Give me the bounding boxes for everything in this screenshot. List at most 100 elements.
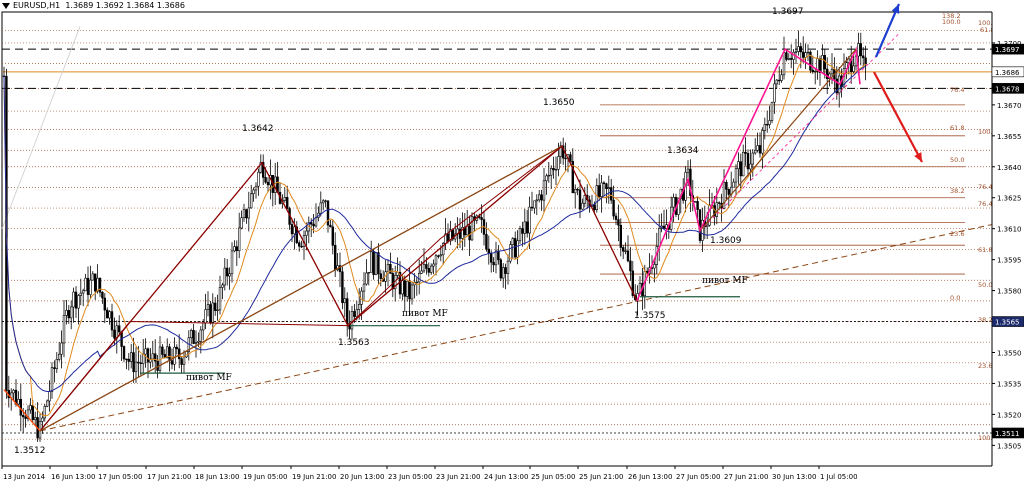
- forecast-up-arrow-head: [891, 4, 900, 14]
- candle-body: [338, 265, 342, 273]
- time-tick-label: 1 Jul 05:00: [820, 473, 858, 481]
- candle-body: [614, 215, 618, 220]
- candle-body: [45, 400, 49, 407]
- candle-body: [297, 242, 301, 247]
- pivot-mf-label: пивот MF: [402, 309, 448, 319]
- candle-body: [110, 311, 114, 331]
- candle-body: [82, 290, 85, 294]
- candle-body: [24, 416, 27, 419]
- candle-body: [494, 250, 498, 266]
- time-tick-label: 27 Jun 05:00: [676, 473, 720, 481]
- time-tick-label: 20 Jun 13:00: [340, 473, 384, 481]
- candle-body: [441, 242, 445, 256]
- candle-body: [168, 346, 171, 361]
- fib-label-long: 23.6: [978, 362, 992, 370]
- candle-body: [33, 417, 37, 421]
- candle-body: [504, 267, 507, 274]
- time-tick-label: 25 Jun 05:00: [531, 473, 575, 481]
- candle-body: [696, 201, 699, 210]
- candle-body: [446, 233, 450, 242]
- swing-label: 1.3642: [242, 124, 274, 134]
- candle-body: [621, 247, 625, 252]
- price-tick-label: 1.3670: [997, 102, 1022, 110]
- candle-body: [362, 283, 366, 292]
- fib-label-long: 38.2: [978, 316, 992, 324]
- candle-body: [609, 187, 613, 201]
- candle-body: [513, 238, 517, 258]
- candle-body: [223, 267, 226, 286]
- candle-body: [756, 145, 759, 151]
- candle-body: [26, 409, 30, 419]
- candle-body: [458, 228, 462, 239]
- candle-body: [134, 361, 138, 373]
- candle-body: [509, 244, 512, 262]
- candle-body: [283, 197, 286, 201]
- candle-body: [578, 189, 582, 210]
- candle-body: [12, 389, 15, 394]
- candle-body: [737, 161, 740, 170]
- price-badge: [991, 83, 1024, 94]
- candle-body: [624, 250, 627, 252]
- candle-body: [321, 200, 325, 204]
- candle-body: [106, 309, 109, 319]
- candle-body: [672, 197, 675, 208]
- candle-body: [708, 204, 711, 226]
- candle-body: [797, 46, 800, 52]
- candle-body: [727, 189, 731, 195]
- candle-body: [763, 124, 767, 131]
- fib-label-mid: 50.0: [950, 156, 964, 164]
- candle-body: [861, 55, 865, 59]
- candle-body: [43, 406, 47, 419]
- candle-body: [405, 280, 409, 297]
- price-axis-bg: [992, 0, 1024, 482]
- candle-body: [242, 209, 246, 219]
- candle-body: [595, 185, 599, 211]
- candle-body: [233, 246, 236, 252]
- candle-body: [305, 230, 308, 236]
- candle-body: [53, 367, 56, 369]
- candle-body: [468, 225, 471, 241]
- candle-body: [333, 244, 337, 271]
- candle-body: [245, 209, 248, 219]
- fib-label-mid: 23.6: [950, 230, 964, 238]
- candle-body: [343, 298, 346, 304]
- candle-body: [62, 315, 66, 344]
- candle-body: [480, 217, 483, 220]
- candle-body: [194, 342, 198, 344]
- time-tick-label: 27 Jun 21:00: [724, 473, 768, 481]
- long-trendline: [39, 224, 993, 432]
- candle-body: [629, 260, 632, 272]
- candle-body: [173, 346, 176, 365]
- candle-body: [811, 69, 815, 73]
- candle-body: [775, 79, 779, 85]
- candle-body: [597, 185, 601, 197]
- candle-body: [847, 58, 851, 63]
- swing-label: 1.3512: [14, 446, 46, 456]
- candle-body: [125, 358, 128, 361]
- chart-header-arrow-icon: [2, 2, 10, 9]
- price-tick-label: 1.3580: [997, 288, 1022, 296]
- candle-body: [290, 224, 294, 235]
- forecast-up-arrow: [874, 3, 901, 58]
- fib-label-short: 61.8: [980, 26, 994, 34]
- candle-body: [857, 43, 860, 57]
- candle-body: [612, 199, 615, 217]
- candle-body: [144, 348, 147, 355]
- candle-body: [521, 228, 524, 234]
- candle-body: [146, 348, 150, 363]
- price-badge: [991, 43, 1024, 55]
- candle-body: [427, 268, 430, 273]
- candle-body: [744, 151, 747, 154]
- candle-body: [425, 264, 428, 269]
- candle-body: [60, 342, 63, 355]
- candle-body: [31, 405, 34, 421]
- price-tick-label: 1.3505: [997, 442, 1022, 450]
- candle-body: [434, 255, 438, 265]
- candle-body: [619, 224, 623, 248]
- price-badge-label: 1.3511: [995, 430, 1020, 438]
- candle-body: [293, 226, 296, 235]
- candle-body: [859, 43, 863, 57]
- candle-body: [547, 174, 551, 177]
- candle-body: [794, 51, 798, 53]
